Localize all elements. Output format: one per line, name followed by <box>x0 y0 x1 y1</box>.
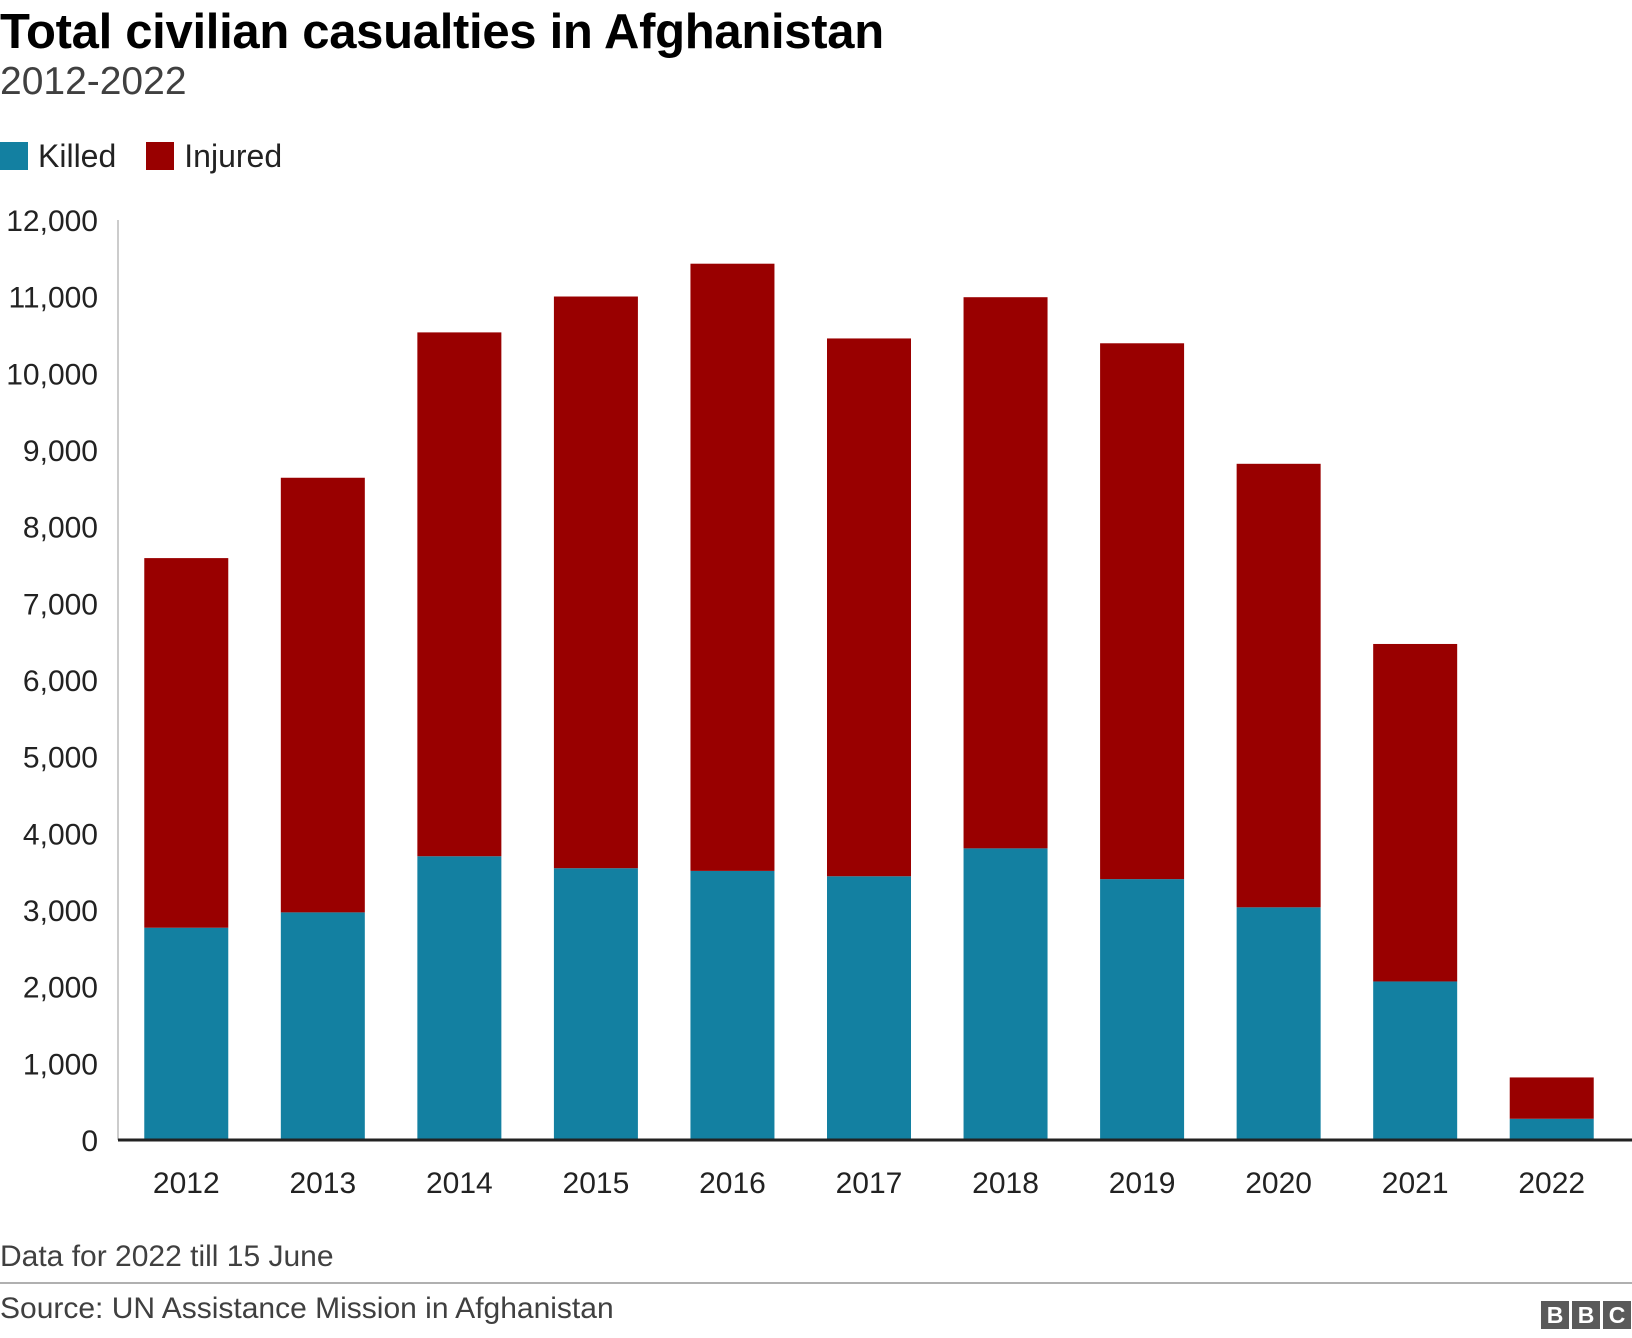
bar-killed-2019 <box>1100 879 1185 1140</box>
bar-killed-2020 <box>1236 907 1321 1140</box>
y-tick-label: 12,000 <box>6 205 98 238</box>
y-tick-label: 5,000 <box>23 742 98 775</box>
bar-killed-2015 <box>553 868 638 1140</box>
bar-injured-2022 <box>1509 1077 1594 1119</box>
bar-injured-2015 <box>553 296 638 869</box>
x-tick-label: 2013 <box>289 1167 356 1200</box>
legend-item-injured: Injured <box>146 138 282 175</box>
bbc-logo-letter: C <box>1603 1301 1631 1329</box>
y-tick-label: 7,000 <box>23 588 98 621</box>
bar-injured-2012 <box>144 558 229 928</box>
bar-killed-2018 <box>963 848 1048 1140</box>
y-tick-label: 10,000 <box>6 358 98 391</box>
y-tick-label: 8,000 <box>23 512 98 545</box>
bar-killed-2016 <box>690 870 775 1140</box>
bar-injured-2018 <box>963 297 1048 849</box>
bar-killed-2022 <box>1509 1118 1594 1140</box>
legend-label-injured: Injured <box>184 137 283 174</box>
x-tick-label: 2022 <box>1518 1167 1585 1200</box>
bar-killed-2012 <box>144 927 229 1140</box>
bar-injured-2014 <box>417 332 502 857</box>
x-tick-label: 2017 <box>836 1167 903 1200</box>
x-tick-label: 2016 <box>699 1167 766 1200</box>
x-tick-label: 2020 <box>1245 1167 1312 1200</box>
bar-injured-2017 <box>827 338 911 877</box>
bar-killed-2014 <box>417 856 502 1140</box>
y-tick-label: 2,000 <box>23 972 98 1005</box>
legend-label-killed: Killed <box>38 137 117 174</box>
bbc-logo-letter: B <box>1541 1301 1569 1329</box>
bar-injured-2020 <box>1236 463 1321 908</box>
chart-title: Total civilian casualties in Afghanistan <box>0 5 884 59</box>
bar-injured-2021 <box>1373 643 1458 982</box>
x-tick-label: 2021 <box>1382 1167 1449 1200</box>
bar-killed-2021 <box>1373 981 1458 1140</box>
y-tick-label: 3,000 <box>23 895 98 928</box>
y-tick-label: 6,000 <box>23 665 98 698</box>
x-tick-label: 2014 <box>426 1167 493 1200</box>
y-tick-label: 4,000 <box>23 818 98 851</box>
x-tick-label: 2019 <box>1109 1167 1176 1200</box>
footer-divider <box>0 1282 1632 1284</box>
bbc-logo: B B C <box>1538 1301 1631 1329</box>
y-tick-label: 0 <box>81 1125 98 1158</box>
legend-swatch-injured <box>146 142 175 170</box>
x-tick-label: 2012 <box>153 1167 220 1200</box>
bar-injured-2019 <box>1100 343 1185 880</box>
bar-killed-2017 <box>827 876 911 1140</box>
y-tick-label: 9,000 <box>23 435 98 468</box>
legend-swatch-killed <box>0 142 28 170</box>
legend: Killed Injured <box>0 136 312 176</box>
legend-item-killed: Killed <box>0 138 116 175</box>
footnote: Data for 2022 till 15 June <box>0 1240 334 1273</box>
y-tick-label: 1,000 <box>23 1048 98 1081</box>
chart-subtitle: 2012-2022 <box>0 60 187 103</box>
bar-killed-2013 <box>280 912 365 1140</box>
x-tick-label: 2018 <box>972 1167 1039 1200</box>
bbc-logo-letter: B <box>1572 1301 1600 1329</box>
stacked-bar-chart: 0 1,000 2,000 3,000 4,000 5,000 6,000 7,000 8,00… <box>6 205 1632 1200</box>
bar-injured-2013 <box>280 477 365 913</box>
source-text: Source: UN Assistance Mission in Afghani… <box>0 1292 614 1325</box>
bar-injured-2016 <box>690 263 775 871</box>
x-tick-label: 2015 <box>563 1167 630 1200</box>
y-tick-label: 11,000 <box>8 282 98 315</box>
